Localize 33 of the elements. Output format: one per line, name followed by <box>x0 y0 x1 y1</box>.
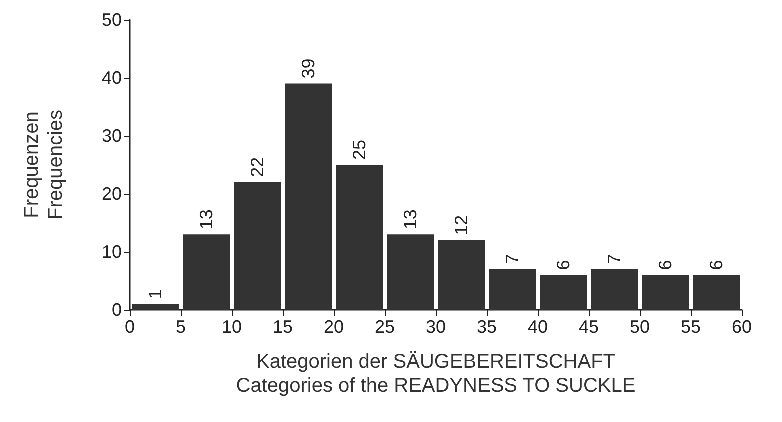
x-tick-label: 30 <box>426 317 446 337</box>
data-label: 1 <box>146 289 166 300</box>
x-tick-label: 0 <box>124 317 136 337</box>
y-tick-label: 0 <box>112 300 122 320</box>
x-tick-label: 40 <box>528 317 548 337</box>
y-axis-title: Frequenzen Frequencies <box>21 110 67 220</box>
data-label: 22 <box>248 157 268 178</box>
data-label: 13 <box>400 210 420 230</box>
y-tick-label: 20 <box>102 184 122 204</box>
data-label: 39 <box>298 58 318 79</box>
data-label: 7 <box>502 254 522 264</box>
x-tick-label: 50 <box>630 317 650 337</box>
x-tick-label: 60 <box>732 317 752 337</box>
x-tick-label: 35 <box>476 317 498 337</box>
data-label: 13 <box>196 210 216 230</box>
y-tick-label: 50 <box>102 10 122 30</box>
data-label: 6 <box>656 260 676 270</box>
x-tick-label: 10 <box>222 317 242 337</box>
x-tick-label: 5 <box>176 317 186 337</box>
x-axis-title: Kategorien der SÄUGEBEREITSCHAFT Categories of the READYNESS TO SUCKLE <box>236 351 636 397</box>
y-tick-label: 10 <box>102 242 122 262</box>
data-label: 6 <box>706 260 726 270</box>
y-tick-label: 30 <box>102 126 122 146</box>
data-label: 25 <box>350 140 370 160</box>
data-label: 12 <box>452 215 472 236</box>
x-tick-label: 15 <box>272 317 294 337</box>
x-tick-label: 20 <box>324 317 344 337</box>
data-label: 7 <box>604 254 624 264</box>
x-tick-label: 55 <box>680 317 702 337</box>
x-tick-label: 25 <box>374 317 396 337</box>
data-label: 6 <box>554 260 574 270</box>
x-tick-label: 45 <box>578 317 600 337</box>
y-tick-label: 40 <box>102 68 122 88</box>
